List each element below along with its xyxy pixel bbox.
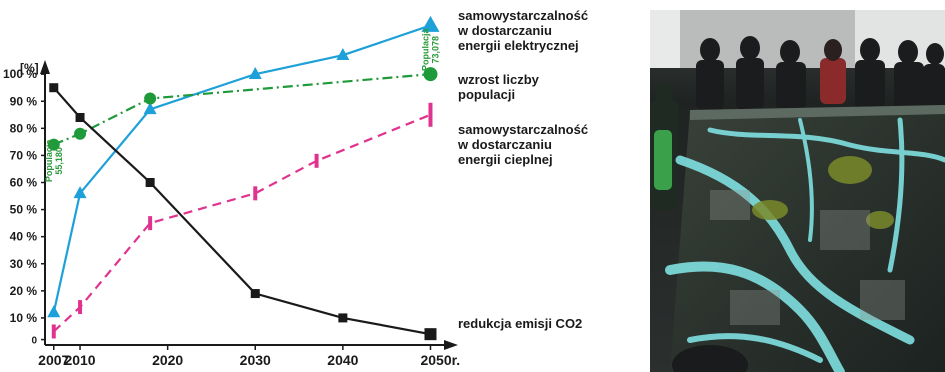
marker-square — [145, 178, 155, 187]
x-axis-arrow — [444, 340, 458, 350]
series-line-2 — [53, 113, 431, 333]
population-annotation-line: 55,180 — [54, 147, 64, 175]
y-tick-label: 10 % — [10, 311, 38, 325]
population-annotation: Populacja 73,078 — [420, 28, 440, 72]
marker-triangle — [421, 15, 440, 32]
marker-bar — [51, 324, 56, 339]
y-tick-label: 60 % — [10, 176, 38, 190]
y-tick-label: 40 % — [10, 230, 38, 244]
marker-square — [250, 289, 260, 299]
marker-circle — [47, 138, 60, 151]
series-line-3 — [52, 86, 431, 336]
y-tick-label: 80 % — [10, 121, 38, 135]
chart: [%] 0 10 % 20 % 30 % 40 % 50 % 60 % 70 % 80 % 90 %… — [3, 8, 589, 368]
marker-triangle — [143, 102, 157, 115]
marker-circle — [423, 67, 438, 82]
y-axis-label: [%] — [20, 61, 39, 75]
x-tick-label: 2007 — [38, 352, 69, 368]
x-tick-label: 2050r. — [420, 352, 460, 368]
marker-bar — [314, 153, 319, 168]
marker-square — [338, 313, 348, 323]
y-axis-arrow — [40, 60, 50, 74]
y-tick-label: 100 % — [3, 67, 37, 81]
y-tick-label: 50 % — [10, 203, 38, 217]
x-tick-label: 2030 — [240, 352, 271, 368]
chart-svg: [%] 0 10 % 20 % 30 % 40 % 50 % 60 % 70 % 80 % 90 %… — [3, 15, 460, 368]
population-annotation-line: 73,078 — [430, 36, 440, 64]
marker-square — [424, 328, 437, 341]
legend-label-co2: redukcja emisji CO2 — [458, 316, 583, 331]
y-tick-label: 30 % — [10, 257, 38, 271]
marker-square — [49, 83, 59, 93]
y-tick-label: 20 % — [10, 284, 38, 298]
x-tick-label: 2040 — [327, 352, 358, 368]
population-annotation: Populacja 55,180 — [44, 139, 64, 183]
marker-bar — [148, 216, 153, 231]
legend-label-population: wzrost liczby populacji — [458, 72, 539, 102]
y-tick-label: 0 — [31, 336, 37, 347]
marker-triangle — [73, 186, 87, 199]
y-tick-label: 70 % — [10, 148, 38, 162]
marker-bar — [428, 102, 433, 127]
population-annotation-line: Populacja — [44, 139, 54, 183]
series-line-0 — [52, 24, 431, 313]
population-annotation-line: Populacja — [420, 28, 430, 72]
city-model-photo-image — [650, 10, 945, 372]
marker-triangle — [336, 48, 350, 61]
marker-circle — [144, 92, 157, 105]
marker-triangle — [248, 66, 262, 79]
x-tick-label: 2010 — [64, 352, 95, 368]
series-line-1 — [53, 73, 431, 146]
marker-triangle — [47, 305, 61, 318]
legend-label-heat: samowystarczalność w dostarczaniu energi… — [458, 122, 589, 167]
marker-bar — [253, 186, 258, 201]
marker-circle — [74, 127, 87, 140]
marker-square — [75, 113, 85, 122]
city-model-photo — [650, 10, 945, 372]
marker-bar — [78, 300, 83, 315]
y-tick-label: 90 % — [10, 94, 38, 108]
legend-label-electric: samowystarczalność w dostarczaniu energi… — [458, 8, 589, 53]
x-tick-label: 2020 — [152, 352, 183, 368]
